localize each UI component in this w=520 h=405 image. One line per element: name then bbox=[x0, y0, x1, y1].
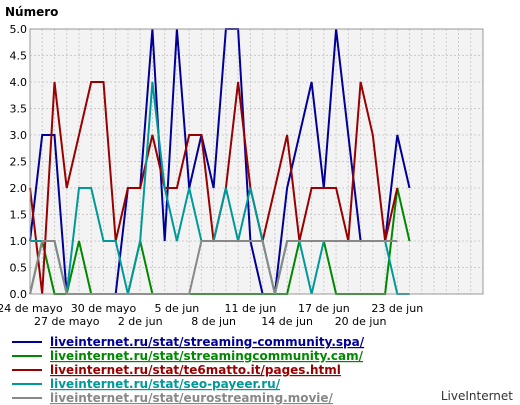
x-tick-label: 24 de mayo bbox=[0, 302, 63, 315]
x-tick-label: 20 de jun bbox=[335, 315, 387, 328]
y-tick-label: 4.0 bbox=[10, 76, 28, 89]
legend-label[interactable]: liveinternet.ru/stat/te6matto.it/pages.h… bbox=[50, 363, 341, 377]
brand-label: LiveInternet bbox=[441, 389, 513, 403]
y-axis-label: Número bbox=[5, 5, 58, 19]
y-tick-label: 5.0 bbox=[10, 23, 28, 36]
legend-label[interactable]: liveinternet.ru/stat/streaming-community… bbox=[50, 335, 365, 349]
x-tick-label: 14 de jun bbox=[261, 315, 313, 328]
y-tick-label: 3.5 bbox=[10, 103, 28, 116]
y-tick-label: 0.5 bbox=[10, 262, 28, 275]
x-tick-label: 23 de jun bbox=[371, 302, 423, 315]
y-tick-label: 2.0 bbox=[10, 182, 28, 195]
legend-label[interactable]: liveinternet.ru/stat/streamingcommunity.… bbox=[50, 349, 364, 363]
y-tick-label: 3.0 bbox=[10, 129, 28, 142]
legend: liveinternet.ru/stat/streaming-community… bbox=[12, 335, 365, 405]
y-ticks: 0.0 0.5 1.0 1.5 2.0 2.5 3.0 3.5 4.0 4.5 5.0 bbox=[10, 23, 28, 301]
y-tick-label: 1.5 bbox=[10, 209, 28, 222]
x-tick-label: 8 de jun bbox=[191, 315, 236, 328]
x-tick-label: 11 de jun bbox=[225, 302, 277, 315]
y-tick-label: 0.0 bbox=[10, 288, 28, 301]
x-tick-label: 27 de mayo bbox=[34, 315, 100, 328]
legend-label[interactable]: liveinternet.ru/stat/seo-payeer.ru/ bbox=[50, 377, 281, 391]
x-tick-label: 30 de mayo bbox=[71, 302, 137, 315]
x-tick-label: 17 de jun bbox=[298, 302, 350, 315]
x-ticks: 24 de mayo 30 de mayo 5 de jun 11 de jun 17 … bbox=[0, 302, 423, 328]
grid bbox=[30, 29, 483, 294]
y-tick-label: 4.5 bbox=[10, 50, 28, 63]
x-tick-label: 5 de jun bbox=[155, 302, 200, 315]
y-tick-label: 2.5 bbox=[10, 156, 28, 169]
plot-border bbox=[29, 28, 484, 295]
y-tick-label: 1.0 bbox=[10, 235, 28, 248]
x-tick-label: 2 de jun bbox=[118, 315, 163, 328]
legend-label[interactable]: liveinternet.ru/stat/eurostreaming.movie… bbox=[50, 391, 334, 405]
